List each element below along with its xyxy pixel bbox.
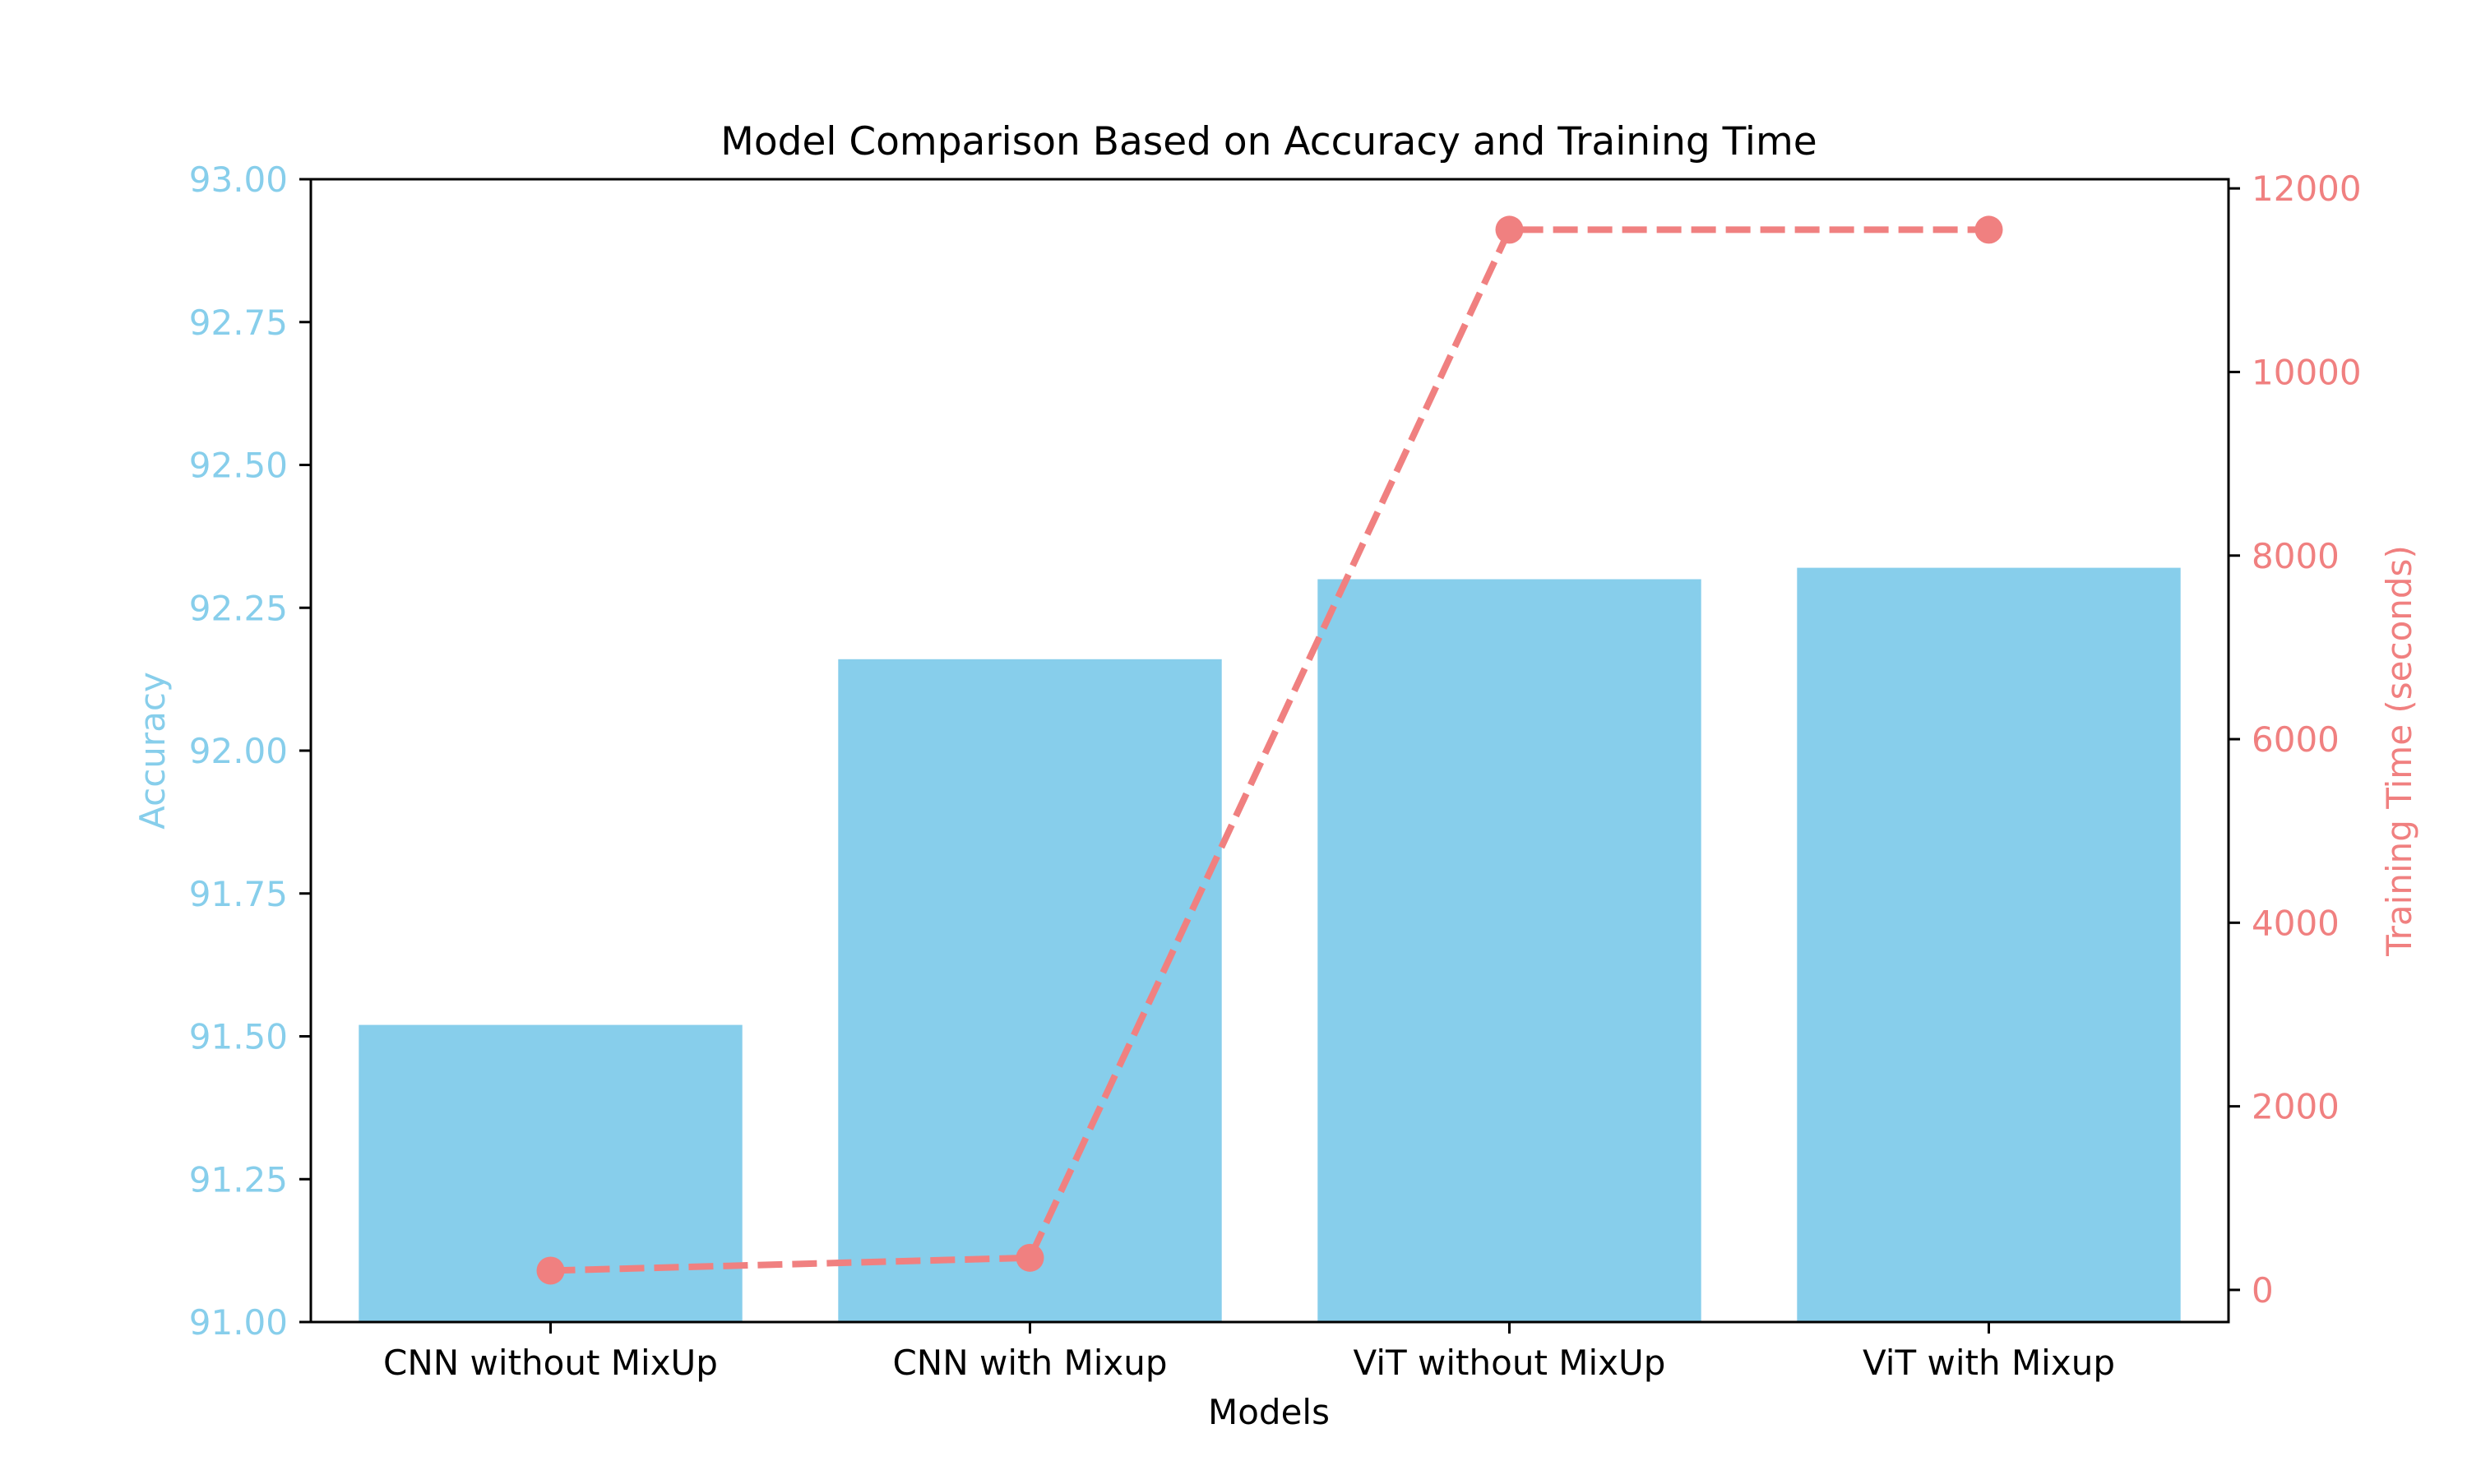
right-tick-label: 0 (2252, 1270, 2274, 1311)
left-tick-label: 91.50 (189, 1017, 288, 1057)
right-tick-label: 6000 (2252, 719, 2340, 760)
bars-layer (359, 567, 2181, 1322)
line-layer (536, 215, 2003, 1285)
bar-2 (838, 659, 1222, 1322)
right-tick-label: 2000 (2252, 1087, 2340, 1127)
x-tick-label: ViT with Mixup (1863, 1343, 2115, 1383)
x-tick-label: ViT without MixUp (1354, 1343, 1666, 1383)
training-time-marker-4 (1974, 215, 2003, 244)
left-tick-label: 93.00 (189, 159, 288, 200)
left-tick-label: 92.25 (189, 588, 288, 628)
axes-layer: CNN without MixUp CNN with Mixup ViT witho… (189, 159, 2362, 1383)
bar-4 (1797, 567, 2181, 1322)
right-tick-label: 4000 (2252, 903, 2340, 943)
left-tick-label: 91.75 (189, 874, 288, 914)
x-tick-label: CNN without MixUp (383, 1343, 718, 1383)
right-axis-label: Training Time (seconds) (2379, 545, 2419, 957)
left-axis-label: Accuracy (132, 672, 173, 830)
left-tick-label: 92.75 (189, 303, 288, 343)
left-tick-label: 92.50 (189, 446, 288, 486)
training-time-line (550, 226, 1989, 1274)
bar-3 (1317, 579, 1701, 1322)
training-time-marker-1 (536, 1256, 565, 1285)
x-tick-label: CNN with Mixup (892, 1343, 1167, 1383)
left-tick-label: 92.00 (189, 731, 288, 771)
training-time-marker-3 (1495, 215, 1524, 244)
left-tick-label: 91.00 (189, 1302, 288, 1343)
training-time-marker-2 (1016, 1243, 1044, 1272)
right-tick-label: 12000 (2252, 169, 2362, 209)
right-tick-label: 10000 (2252, 352, 2362, 392)
x-axis-label: Models (1208, 1392, 1330, 1432)
left-tick-label: 91.25 (189, 1159, 288, 1200)
right-tick-label: 8000 (2252, 536, 2340, 576)
chart-title: Model Comparison Based on Accuracy and T… (720, 119, 1817, 164)
